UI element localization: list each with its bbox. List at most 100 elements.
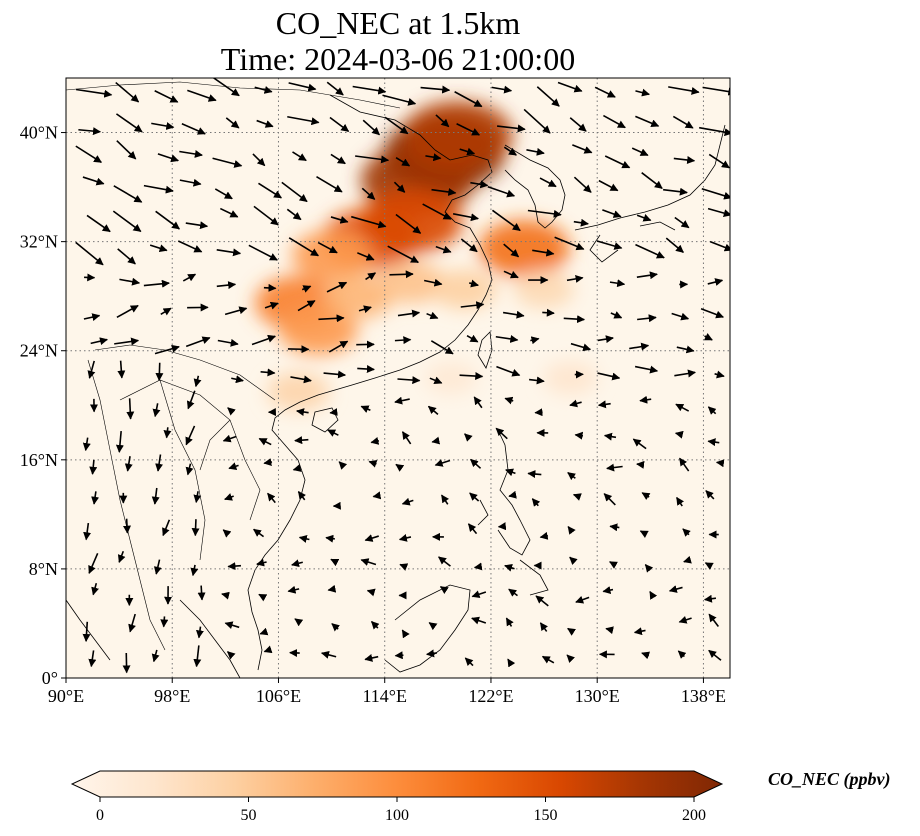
wind-arrow <box>705 490 715 500</box>
wind-arrow <box>637 314 657 323</box>
wind-arrow <box>395 213 422 234</box>
concentration-blob <box>267 372 330 412</box>
wind-arrow <box>326 81 344 96</box>
wind-arrow <box>473 562 483 571</box>
wind-arrow <box>504 396 514 405</box>
wind-arrow <box>714 370 725 379</box>
concentration-blob <box>432 269 497 310</box>
wind-arrow <box>567 525 576 535</box>
wind-arrow <box>364 654 379 662</box>
wind-arrow <box>264 301 279 310</box>
north-border <box>66 81 401 109</box>
wind-arrow <box>327 429 339 437</box>
wind-arrow <box>162 519 171 537</box>
wind-arrow <box>503 243 520 258</box>
lon-tick-label: 114°E <box>362 686 407 706</box>
colorbar-tick-label: 0 <box>96 807 104 824</box>
wind-arrow <box>91 582 99 596</box>
wind-arrow <box>316 176 343 193</box>
wind-arrow <box>454 91 483 108</box>
wind-arrow <box>676 345 695 354</box>
wind-arrow <box>216 248 242 257</box>
wind-arrow <box>297 491 306 501</box>
wind-arrow <box>115 113 143 133</box>
wind-arrow <box>153 559 162 575</box>
wind-arrow <box>605 626 614 635</box>
wind-arrow <box>143 279 170 288</box>
wind-arrow <box>258 593 268 602</box>
wind-arrow <box>185 425 196 446</box>
wind-arrow <box>523 108 551 134</box>
colorbar-tick-label: 200 <box>682 807 706 824</box>
wind-arrow <box>226 651 236 660</box>
wind-arrow <box>456 123 481 136</box>
lat-tick-label: 8°N <box>29 559 58 579</box>
concentration-blob <box>478 220 570 277</box>
wind-arrow <box>328 340 349 353</box>
wind-arrow <box>88 650 97 668</box>
wind-arrow <box>631 147 649 156</box>
wind-arrow <box>701 188 730 200</box>
wind-arrow <box>634 365 659 374</box>
wind-arrow <box>526 147 545 156</box>
wind-arrow <box>83 522 92 541</box>
wind-arrow <box>398 534 412 542</box>
wind-arrow <box>596 240 623 250</box>
wind-arrow <box>294 618 304 627</box>
wind-arrow <box>431 188 457 196</box>
wind-arrow <box>219 207 239 218</box>
wind-arrow <box>707 207 730 218</box>
wind-arrow <box>466 334 479 343</box>
wind-arrow <box>253 528 265 538</box>
borneo-coastline <box>384 584 471 673</box>
wind-arrow <box>644 564 654 573</box>
wind-arrow <box>397 376 421 385</box>
wind-arrow <box>286 208 302 221</box>
wind-arrow <box>603 432 617 441</box>
wind-arrow <box>179 178 202 187</box>
map-panel[interactable] <box>65 77 736 679</box>
wind-arrow <box>124 456 133 472</box>
wind-arrow <box>214 188 233 200</box>
wind-arrow <box>187 89 217 102</box>
wind-arrow <box>635 243 665 259</box>
wind-arrow <box>539 531 549 540</box>
wind-arrow <box>420 85 451 94</box>
wind-arrow <box>532 248 555 257</box>
concentration-blob <box>291 230 372 281</box>
wind-arrow <box>78 127 102 136</box>
wind-arrow <box>355 155 390 164</box>
wind-arrow <box>435 245 452 254</box>
wind-arrow <box>495 427 508 440</box>
wind-arrow <box>87 360 96 379</box>
wind-arrow <box>263 458 273 466</box>
wind-arrow <box>703 594 717 603</box>
wind-arrow <box>609 279 626 288</box>
wind-arrow <box>185 336 211 348</box>
wind-arrow <box>212 157 243 168</box>
wind-arrow <box>610 311 623 319</box>
wind-arrow <box>541 655 555 664</box>
wind-arrow <box>325 534 335 543</box>
wind-arrow <box>364 534 379 542</box>
wind-arrow <box>554 236 585 251</box>
wind-arrow <box>594 86 616 98</box>
wind-arrow <box>566 274 584 283</box>
wind-arrow <box>181 123 206 135</box>
wind-arrow <box>459 372 484 381</box>
wind-arrow <box>358 305 372 314</box>
wind-arrow <box>567 471 576 481</box>
wind-arrow <box>227 562 242 571</box>
wind-arrow <box>182 273 197 282</box>
wind-arrow <box>186 390 196 410</box>
wind-arrow <box>699 126 730 137</box>
wind-arrow <box>473 396 483 409</box>
wind-arrow <box>292 464 302 472</box>
wind-arrow <box>248 244 278 261</box>
wind-arrow <box>225 117 240 129</box>
wind-arrow <box>287 115 320 126</box>
wind-arrow <box>179 150 203 158</box>
wind-arrow <box>115 430 124 453</box>
wind-arrow <box>89 459 98 475</box>
